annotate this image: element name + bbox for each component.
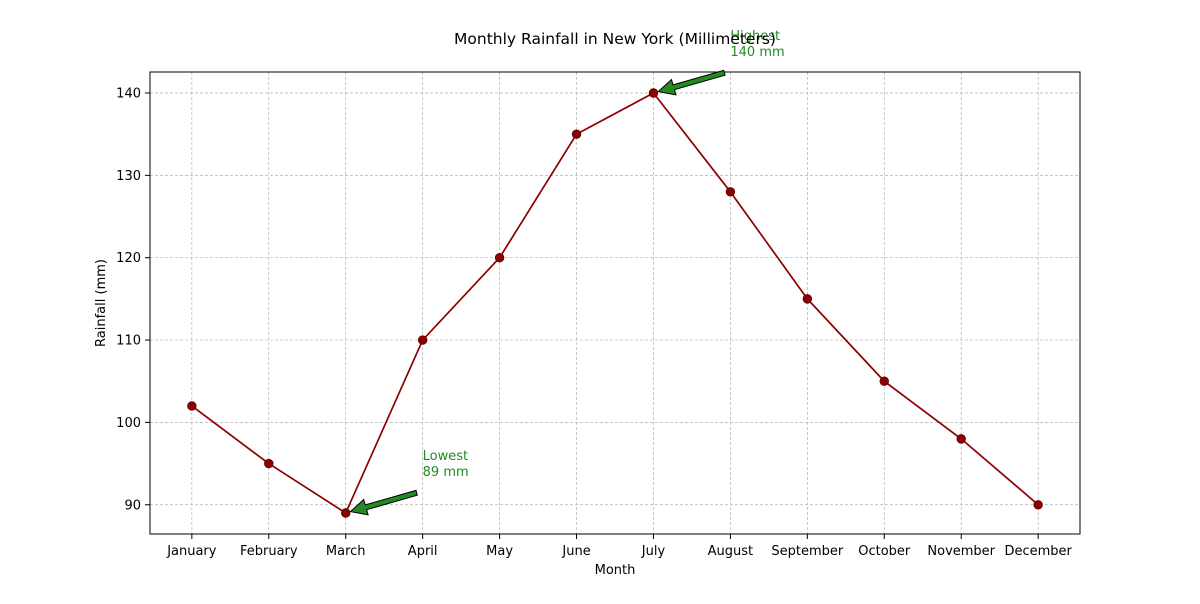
x-tick-label: November [927,544,995,559]
annotation-arrow [349,489,418,516]
x-tick-label: June [561,544,590,559]
annotation-label: Lowest [423,449,468,464]
data-point [879,376,889,386]
axis-ticks: January February March April May June July Augu… [116,87,1072,560]
data-point [648,88,659,98]
data-point [264,458,274,469]
x-tick-label: December [1004,544,1072,559]
data-point [802,294,813,304]
y-tick-label: 130 [116,169,141,184]
series-rainfall [187,88,1043,518]
data-point [1033,500,1043,510]
y-tick-label: 100 [116,416,141,431]
data-point [341,508,351,518]
data-point [494,253,505,263]
x-tick-label: April [408,544,438,559]
grid-lines [150,72,1080,534]
x-tick-label: July [641,544,666,559]
data-point [187,401,197,411]
plot-area-frame [149,71,1081,535]
x-tick-label: October [858,544,911,559]
series-line [191,92,1039,514]
y-tick-label: 90 [124,498,141,513]
y-axis-label: Rainfall (mm) [94,259,109,347]
x-tick-label: May [486,544,513,559]
y-tick-label: 110 [116,334,141,349]
y-tick-label: 120 [116,251,141,266]
data-point [956,434,966,444]
x-axis-label: Month [595,563,636,578]
chart-title: Monthly Rainfall in New York (Millimeter… [454,30,776,48]
data-point [571,129,582,139]
annotation-arrow [657,69,726,96]
x-tick-label: August [708,544,754,559]
data-point [417,335,428,345]
annotation-label: Highest [730,29,780,44]
annotation-value: 140 mm [730,45,784,60]
x-tick-label: March [326,544,366,559]
annotation-value: 89 mm [423,465,469,480]
y-tick-label: 140 [116,87,141,102]
x-tick-label: September [771,544,844,559]
data-point [725,187,736,197]
x-tick-label: January [166,544,217,559]
x-tick-label: February [240,544,298,559]
